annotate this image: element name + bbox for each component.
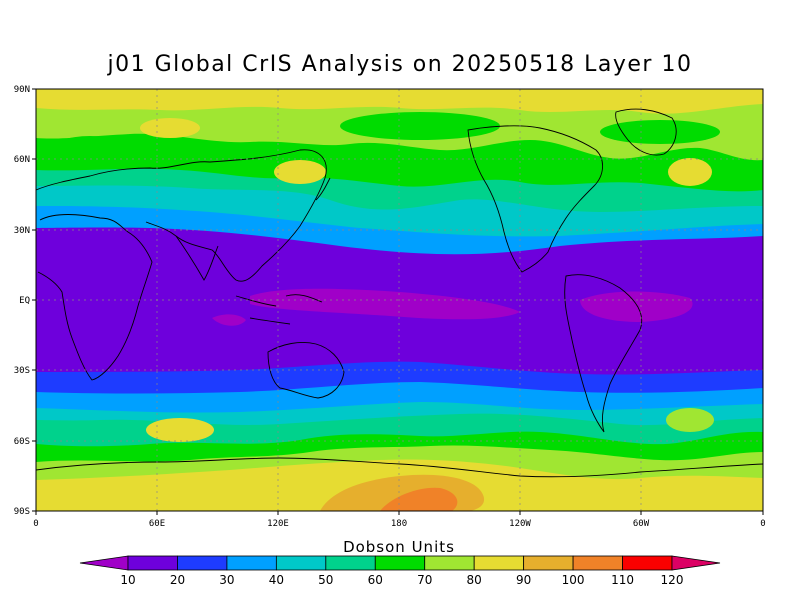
patch-sh-yellow-2 (666, 408, 714, 432)
lon-label-60e: 60E (149, 519, 165, 529)
colorbar-segment (374, 555, 426, 571)
colorbar-segment (424, 555, 475, 571)
coast-antarctica (36, 457, 763, 478)
colorbar-segment (473, 555, 525, 571)
lon-label-60w: 60W (633, 519, 650, 529)
patch-tropic-10-c (212, 314, 246, 326)
colorbar-tick-label: 20 (170, 573, 185, 587)
lon-label-120w: 120W (509, 519, 531, 529)
colorbar-tick-label: 40 (269, 573, 284, 587)
lon-label-0-east: 0 (760, 519, 765, 529)
colorbar-tick-label: 70 (417, 573, 432, 587)
patch-yellow-1 (274, 160, 326, 184)
coast-australia (267, 341, 345, 399)
graticule (36, 89, 763, 511)
ozone-field (36, 89, 763, 511)
patch-green-arctic-1 (340, 112, 500, 140)
coast-india (175, 235, 219, 281)
lat-label-60n: 60N (14, 155, 30, 165)
colorbar-segment (523, 555, 574, 571)
colorbar-tick-label: 110 (611, 573, 634, 587)
lon-label-120e: 120E (267, 519, 289, 529)
band-nh-90 (36, 89, 763, 114)
colorbar-tick-label: 120 (661, 573, 684, 587)
lat-label-90n: 90N (14, 85, 30, 95)
lat-axis: 90N 60N 30N EQ 30S 60S 90S (14, 85, 36, 517)
colorbar-tick-label: 10 (120, 573, 135, 587)
colorbar-tick-label: 60 (368, 573, 383, 587)
colorbar-title: Dobson Units (343, 538, 455, 556)
band-sh-110 (380, 487, 458, 511)
colorbar-segment (572, 555, 623, 571)
coast-se-asia-islands (235, 294, 323, 325)
colorbar-tick-label: 90 (516, 573, 531, 587)
patch-sh-yellow (146, 418, 214, 442)
patch-tropic-10-b (580, 291, 693, 322)
patch-yellow-2 (668, 158, 712, 186)
colorbar-segment (622, 555, 673, 571)
map-title: j01 Global CrIS Analysis on 20250518 Lay… (107, 52, 693, 77)
patch-tropic-10-a (250, 288, 520, 320)
patch-green-arctic-3 (50, 136, 130, 164)
colorbar-tick-label: 100 (562, 573, 585, 587)
lon-axis: 0 60E 120E 180 120W 60W 0 (33, 511, 766, 529)
colorbar-tick-label: 50 (318, 573, 333, 587)
colorbar-segment (226, 555, 277, 571)
coast-japan (315, 177, 331, 201)
lat-label-90s: 90S (14, 507, 30, 517)
colorbar-below-triangle (79, 555, 129, 571)
lat-label-30n: 30N (14, 226, 30, 236)
lon-label-180: 180 (391, 519, 407, 529)
colorbar-segment (325, 555, 376, 571)
colorbar-segment (127, 555, 178, 571)
colorbar-segment (275, 555, 327, 571)
coast-south-america (564, 274, 643, 433)
colorbar-above-triangle (671, 555, 721, 571)
colorbar-tick-label: 30 (219, 573, 234, 587)
coast-europe-asia (36, 149, 327, 282)
colorbar: 10 20 30 40 50 60 70 80 90 100 110 120 (79, 555, 721, 587)
patch-yellow-3 (140, 118, 200, 138)
lat-label-eq: EQ (19, 296, 30, 306)
coastlines (36, 108, 763, 478)
lon-label-0-west: 0 (33, 519, 38, 529)
patch-green-arctic-2 (600, 120, 720, 144)
coast-greenland (615, 108, 677, 156)
coast-africa (37, 214, 153, 381)
coast-north-america (467, 125, 603, 273)
lat-label-60s: 60S (14, 437, 30, 447)
colorbar-segment (177, 555, 228, 571)
lat-label-30s: 30S (14, 366, 30, 376)
colorbar-tick-label: 80 (467, 573, 482, 587)
